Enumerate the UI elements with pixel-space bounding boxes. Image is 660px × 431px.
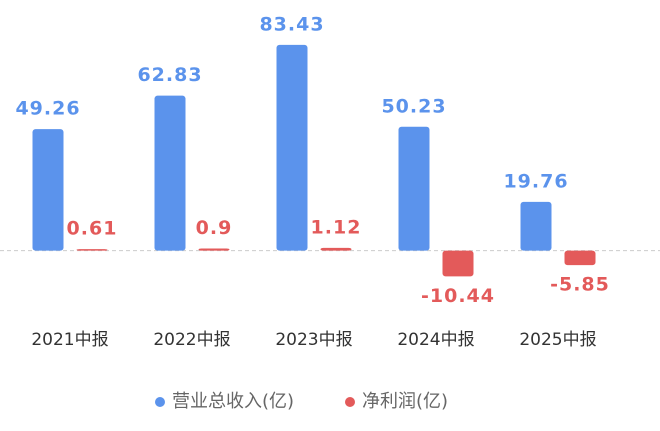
bar [76, 249, 108, 251]
legend-marker [345, 397, 355, 407]
value-label: -5.85 [550, 274, 610, 296]
x-tick-label: 2023中报 [275, 330, 352, 350]
bar [32, 129, 64, 251]
value-label: 1.12 [311, 216, 362, 238]
bar [442, 250, 474, 277]
bar [154, 95, 186, 251]
value-label: 50.23 [381, 95, 446, 117]
legend-marker [155, 397, 165, 407]
bar [520, 201, 552, 251]
value-label: 49.26 [15, 98, 80, 120]
bar [564, 250, 596, 266]
legend-label: 营业总收入(亿) [172, 391, 294, 412]
legend-label: 净利润(亿) [362, 391, 448, 412]
value-label: 0.61 [67, 218, 118, 240]
bar [276, 44, 308, 251]
bar [198, 248, 230, 251]
value-label: 83.43 [259, 13, 324, 35]
value-label: 62.83 [137, 64, 202, 86]
bar [320, 247, 352, 251]
value-label: 0.9 [196, 217, 233, 239]
x-tick-label: 2022中报 [153, 330, 230, 350]
x-tick-label: 2021中报 [31, 330, 108, 350]
x-tick-label: 2025中报 [519, 330, 596, 350]
value-label: -10.44 [421, 285, 495, 307]
value-label: 19.76 [503, 170, 568, 192]
bar [398, 126, 430, 251]
x-tick-label: 2024中报 [397, 330, 474, 350]
